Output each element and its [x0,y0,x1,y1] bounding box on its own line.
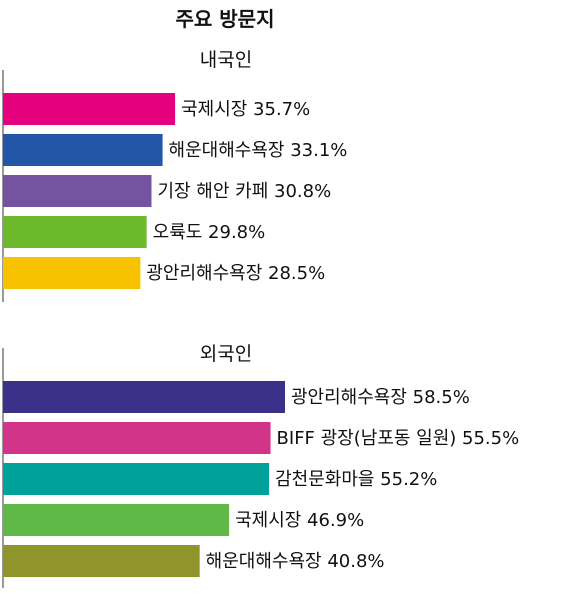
bar-foreign-1 [3,381,285,413]
bar-domestic-1 [3,93,176,125]
bar-foreign-5 [3,545,200,577]
bar-foreign-2 [3,422,271,454]
bar-label-domestic-5: 광안리해수욕장 28.5% [146,263,325,284]
bar-label-domestic-4: 오륙도 29.8% [153,222,266,243]
chart-title: 주요 방문지 [176,7,275,31]
bar-label-foreign-4: 국제시장 46.9% [235,510,364,531]
bar-label-domestic-1: 국제시장 35.7% [181,99,310,120]
bar-domestic-2 [3,134,163,166]
bar-foreign-3 [3,463,270,495]
bar-foreign-4 [3,504,230,536]
bar-label-domestic-2: 해운대해수욕장 33.1% [169,140,348,161]
bar-domestic-5 [3,257,141,289]
bar-label-foreign-3: 감천문화마을 55.2% [275,469,437,490]
panel-foreign: 외국인 광안리해수욕장 58.5% BIFF 광장(남포동 일원) 55.5% 감천… [2,343,520,588]
panel-label-domestic: 내국인 [200,49,252,71]
bar-label-domestic-3: 기장 해안 카페 30.8% [157,181,331,202]
bar-domestic-4 [3,216,147,248]
bar-domestic-3 [3,175,152,207]
bar-label-foreign-5: 해운대해수욕장 40.8% [206,551,385,572]
bar-label-foreign-2: BIFF 광장(남포동 일원) 55.5% [277,428,520,449]
panel-label-foreign: 외국인 [200,343,252,365]
panel-domestic: 내국인 국제시장 35.7% 해운대해수욕장 33.1% 기장 해안 카페 30.8… [2,49,348,302]
bar-label-foreign-1: 광안리해수욕장 58.5% [291,387,470,408]
